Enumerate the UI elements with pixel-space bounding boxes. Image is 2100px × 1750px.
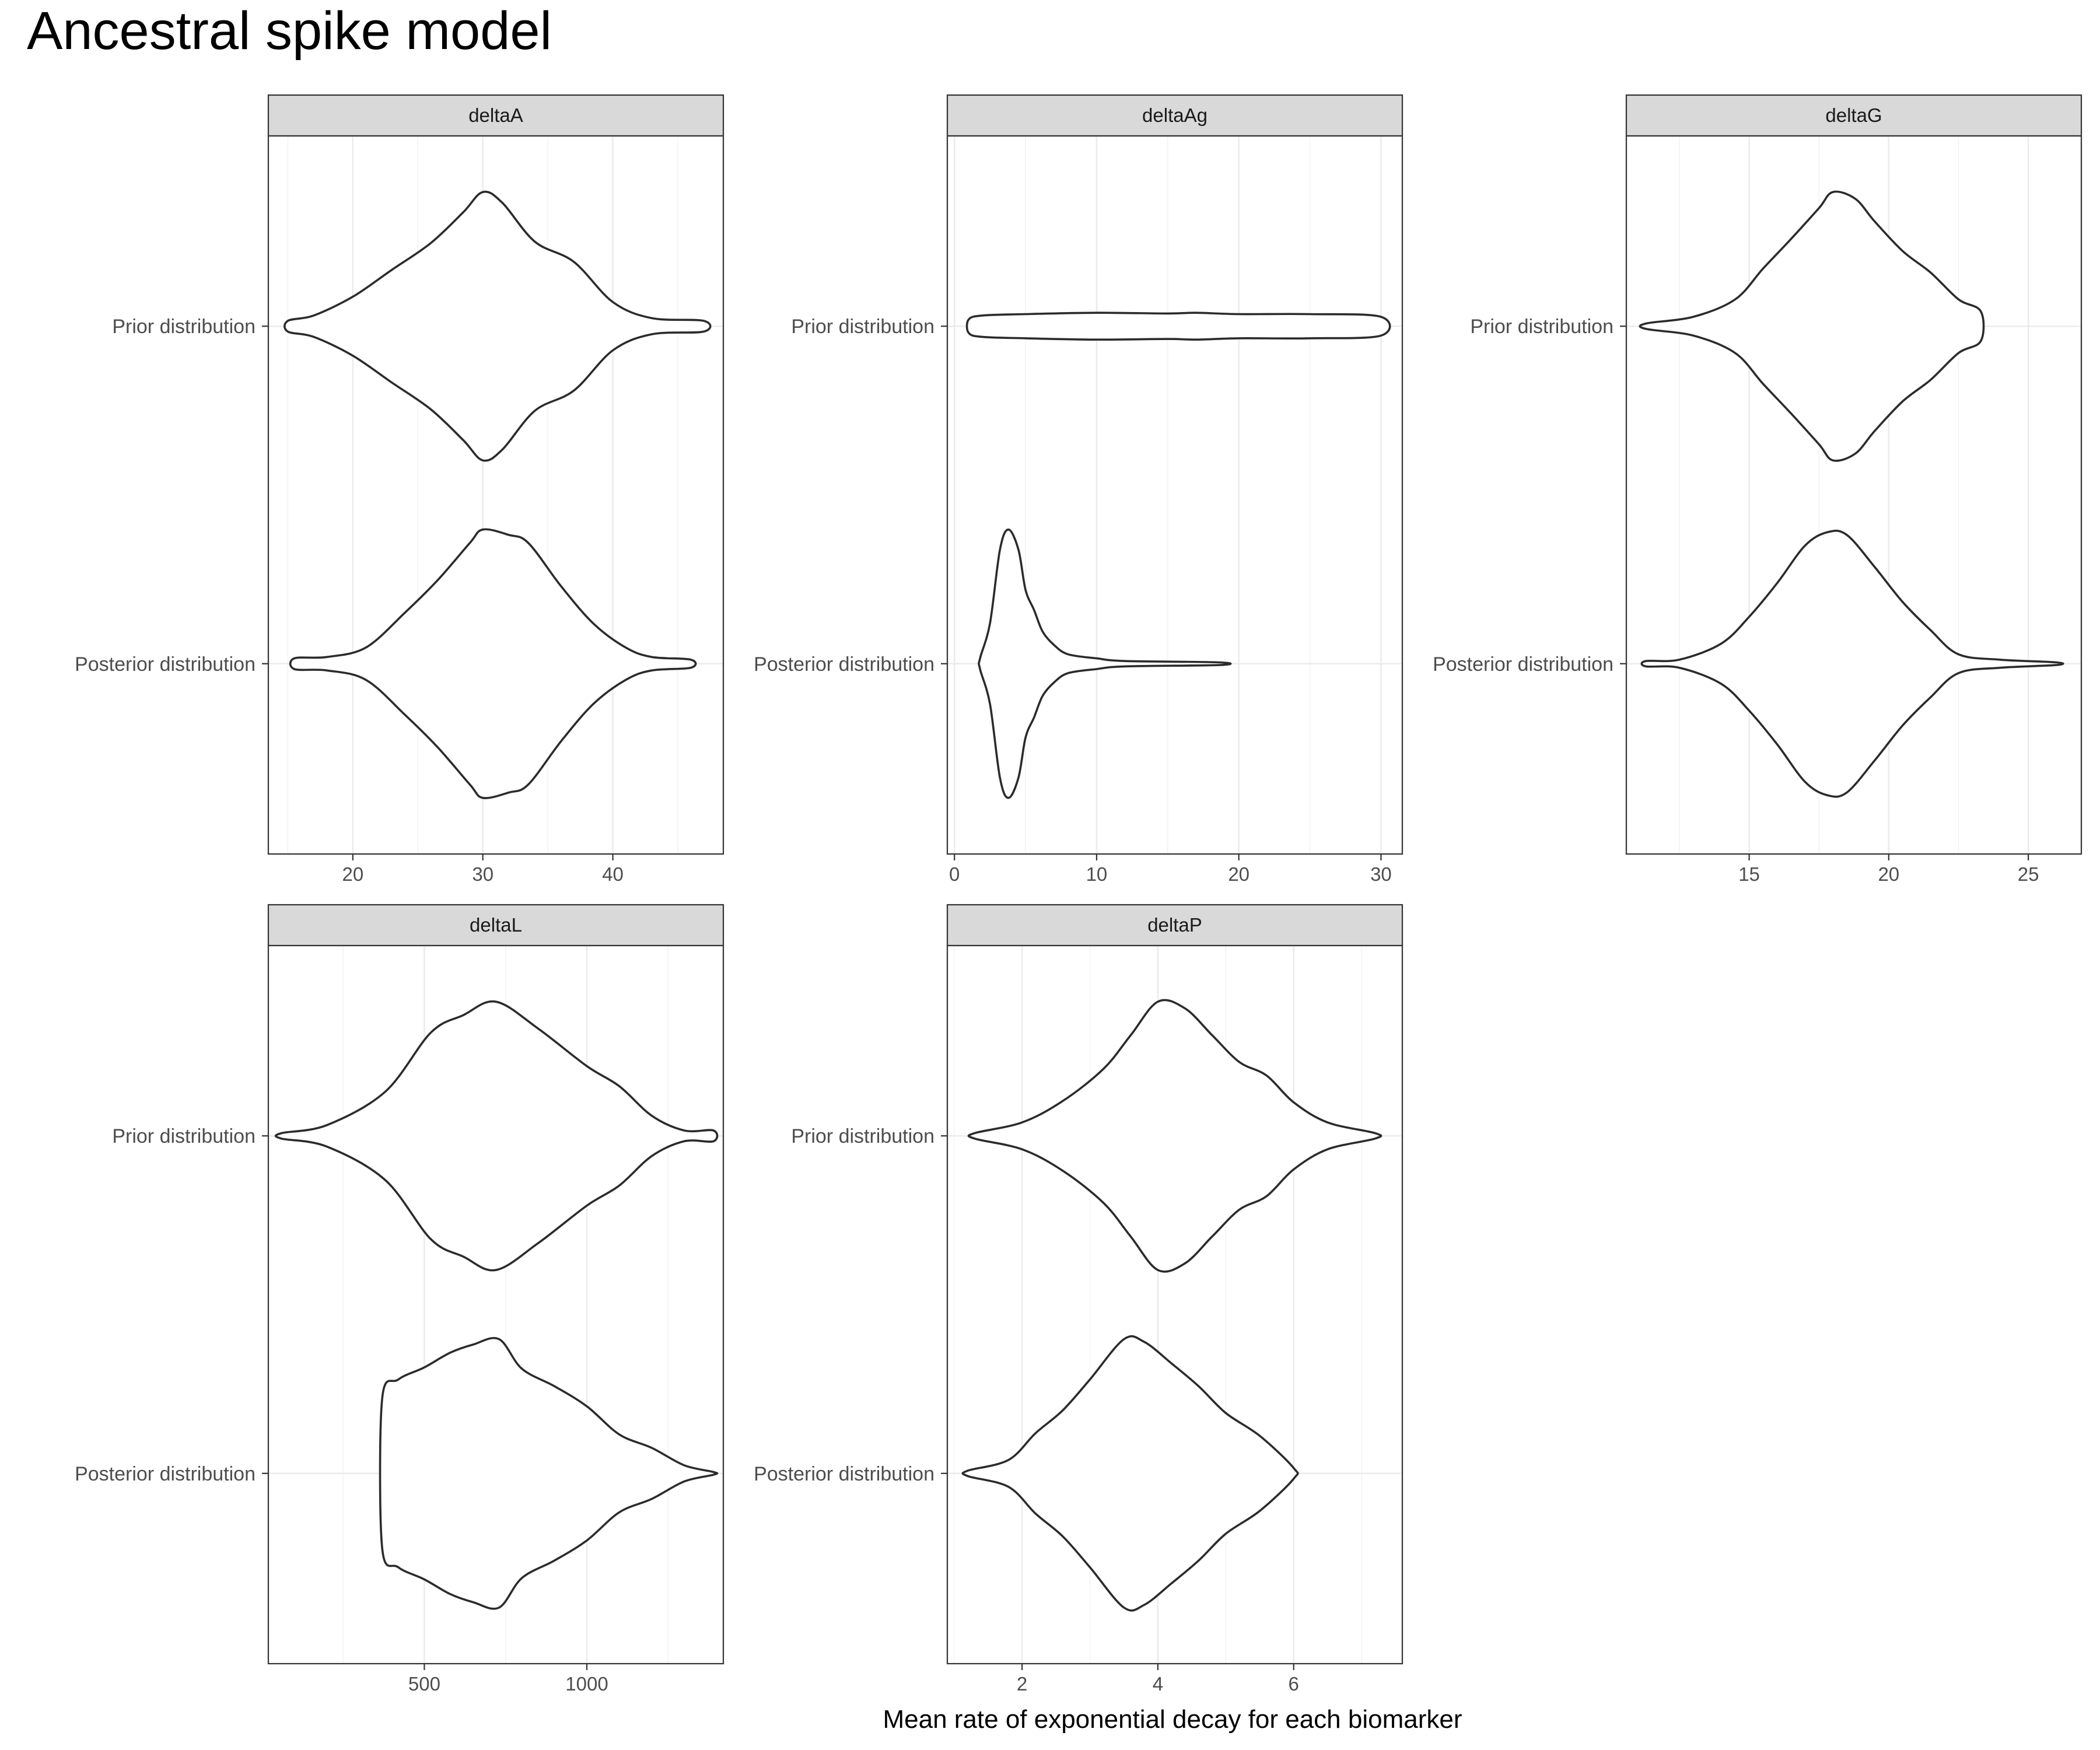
panel-border	[946, 944, 1404, 1665]
x-tick-label: 20	[1878, 863, 1899, 885]
facet-strip-label: deltaL	[470, 914, 522, 936]
facet-strip	[267, 904, 724, 947]
violin-posterior	[379, 1336, 719, 1610]
x-tick-label: 10	[1086, 863, 1108, 885]
violin-prior	[1639, 190, 1985, 462]
x-axis-label: Mean rate of exponential decay for each …	[883, 1705, 1462, 1734]
y-tick-label: Posterior distribution	[75, 653, 256, 676]
x-tick-label: 4	[1153, 1673, 1163, 1695]
chart-title: Ancestral spike model	[27, 1, 552, 61]
y-tick-label: Prior distribution	[112, 1125, 256, 1147]
facet-deltaP: deltaP 2 4 6 Prior distribution Posterior dis…	[754, 904, 1404, 1695]
facet-strip	[267, 94, 724, 137]
panel-border	[267, 944, 724, 1665]
facet-strip	[946, 904, 1404, 947]
y-tick-label: Posterior distribution	[754, 653, 935, 676]
x-tick-label: 1000	[565, 1673, 608, 1695]
violin-prior	[965, 312, 1391, 341]
x-tick-label: 6	[1289, 1673, 1299, 1695]
y-tick-label: Prior distribution	[112, 316, 256, 338]
y-tick-label: Prior distribution	[1470, 316, 1614, 338]
x-tick-label: 20	[1228, 863, 1250, 885]
facet-strip-label: deltaP	[1147, 914, 1202, 936]
x-tick-label: 500	[408, 1673, 440, 1695]
y-tick-label: Prior distribution	[791, 1125, 935, 1147]
x-tick-label: 15	[1738, 863, 1760, 885]
facet-strip	[1625, 94, 2082, 137]
panel-border	[267, 135, 724, 855]
facet-strip-label: deltaG	[1825, 104, 1882, 126]
violin-posterior	[289, 528, 697, 800]
violin-posterior	[961, 1335, 1299, 1612]
x-tick-label: 0	[949, 863, 960, 885]
facet-strip-label: deltaAg	[1142, 104, 1208, 126]
x-tick-label: 30	[1370, 863, 1392, 885]
facet-strip	[946, 94, 1404, 137]
violin-prior	[274, 1000, 719, 1272]
facet-deltaA: deltaA 20 30 40 Prior distribution Posterior …	[75, 94, 724, 885]
y-tick-label: Posterior distribution	[1433, 653, 1614, 676]
violin-posterior	[1640, 529, 2064, 798]
violin-prior	[284, 190, 712, 462]
panel-border	[946, 135, 1404, 855]
y-tick-label: Posterior distribution	[75, 1463, 256, 1485]
x-tick-label: 2	[1017, 1673, 1027, 1695]
x-tick-label: 25	[2018, 863, 2039, 885]
facet-deltaL: deltaL 500 1000 Prior distribution Posterior…	[75, 904, 724, 1695]
violin-posterior	[978, 528, 1232, 799]
facet-deltaG: deltaG 15 20 25 Prior distribution Posterior …	[1433, 94, 2082, 885]
y-tick-label: Prior distribution	[791, 316, 935, 338]
facet-deltaAg: deltaAg 0 10 20 30 Prior distribution Posterio…	[754, 94, 1404, 885]
y-tick-label: Posterior distribution	[754, 1463, 935, 1485]
x-tick-label: 20	[342, 863, 363, 885]
facet-strip-label: deltaA	[468, 104, 523, 126]
violin-prior	[967, 999, 1382, 1273]
panel-border	[1625, 135, 2082, 855]
x-tick-label: 30	[472, 863, 494, 885]
x-tick-label: 40	[602, 863, 624, 885]
